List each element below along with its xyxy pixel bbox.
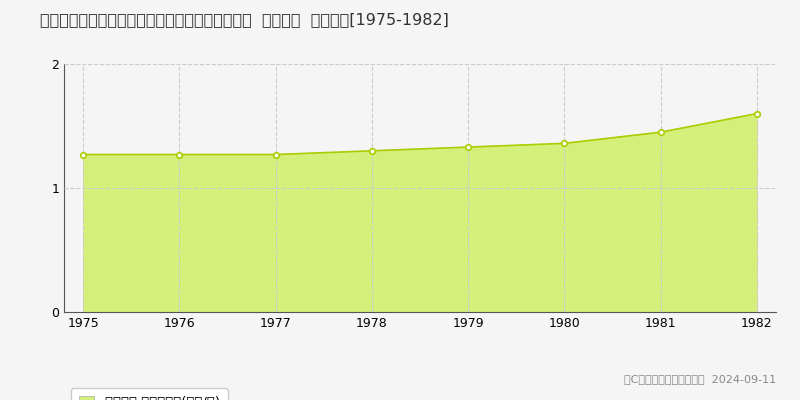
Text: （C）土地価格ドットコム  2024-09-11: （C）土地価格ドットコム 2024-09-11 [624,374,776,384]
Text: 宮城県黒川郡大和町鶴巣下草字十文字９０番２外  地価公示  地価推移[1975-1982]: 宮城県黒川郡大和町鶴巣下草字十文字９０番２外 地価公示 地価推移[1975-19… [40,12,449,27]
Legend: 地価公示 平均坪単価(万円/坪): 地価公示 平均坪単価(万円/坪) [70,388,228,400]
